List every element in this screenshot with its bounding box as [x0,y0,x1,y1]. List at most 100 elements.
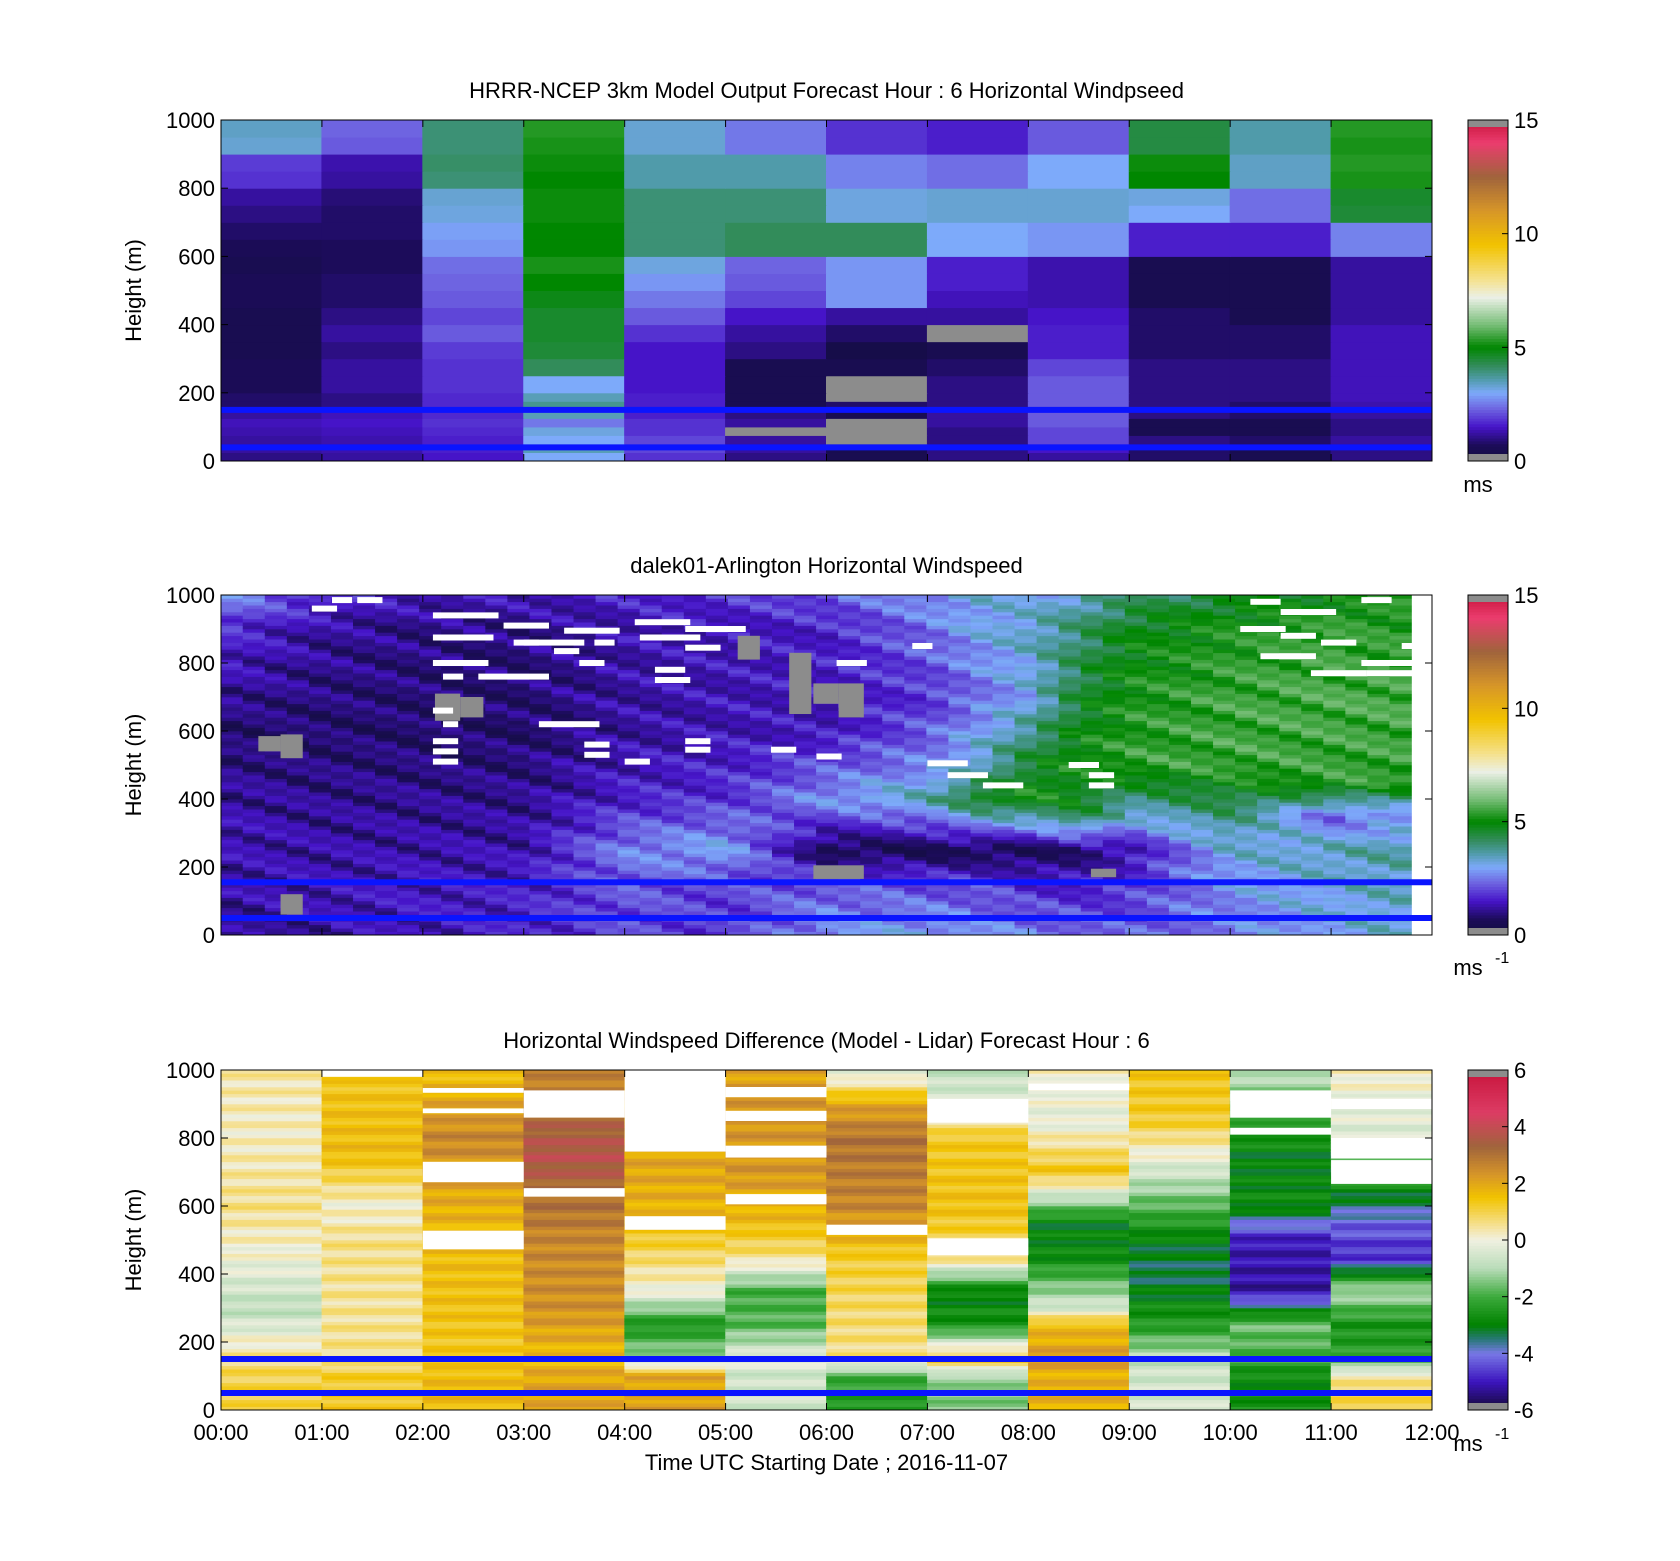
heatmap-cell [970,924,994,929]
heatmap-cell [353,832,376,837]
heatmap-cell [1229,255,1332,274]
heatmap-cell [1058,683,1082,688]
heatmap-cell [860,808,883,813]
heatmap-cell [221,853,244,858]
heatmap-cell [330,836,354,841]
heatmap-cell [948,921,972,926]
heatmap-cell [948,747,972,752]
heatmap-cell [221,255,323,274]
heatmap-cell [661,774,685,779]
heatmap-cell [794,863,817,868]
heatmap-cell [772,900,795,905]
heatmap-cell [904,659,927,664]
heatmap-cell [816,795,839,800]
heatmap-cell [860,747,883,752]
heatmap-cell [904,747,927,752]
heatmap-cell [419,655,442,660]
heatmap-cell [1168,710,1192,715]
heatmap-cell [1124,679,1148,684]
heatmap-cell [1128,136,1231,155]
heatmap-cell [1027,392,1130,402]
heatmap-cell [595,808,619,813]
heatmap-cell [1124,829,1148,834]
heatmap-cell [1190,764,1214,769]
heatmap-cell [441,642,464,647]
heatmap-cell [926,706,950,711]
heatmap-cell [595,655,619,660]
heatmap-cell [485,740,508,745]
heatmap-cell [1168,836,1192,841]
heatmap-cell [639,693,663,698]
heatmap-cell [286,781,310,786]
heatmap-cell [419,659,442,664]
heatmap-cell [749,764,773,769]
heatmap-cell [794,846,817,851]
heatmap-cell [221,859,244,864]
heatmap-cell [838,744,861,749]
heatmap-cell [727,815,751,820]
heatmap-cell [330,910,354,915]
heatmap-cell [221,805,244,810]
heatmap-cell [221,829,244,834]
heatmap-cell [321,451,424,461]
heatmap-cell [330,754,354,759]
heatmap-cell [1036,601,1060,606]
heatmap-cell [749,927,773,932]
heatmap-cell [1330,170,1432,189]
colorbar-swatch [1468,239,1508,243]
heatmap-cell [221,645,244,650]
heatmap-cell [507,645,531,650]
heatmap-cell [242,723,266,728]
heatmap-cell [308,829,332,834]
heatmap-cell [1036,669,1060,674]
heatmap-cell [1080,921,1104,926]
heatmap-cell [330,931,354,935]
heatmap-cell [485,723,508,728]
heatmap-cell [926,358,1029,377]
heatmap-cell [551,808,575,813]
heatmap-cell [573,761,597,766]
heatmap-cell [1190,645,1214,650]
heatmap-cell [551,768,575,773]
heatmap-cell [772,859,795,864]
heatmap-cell [551,757,575,762]
heatmap-cell [330,679,354,684]
heatmap-cell [286,829,310,834]
heatmap-cell [1146,696,1170,701]
heatmap-cell [286,730,310,735]
heatmap-cell [683,649,707,654]
heatmap-cell [551,595,575,599]
heatmap-cell [992,638,1016,643]
heatmap-cell [1124,815,1148,820]
heatmap-cell [353,812,376,817]
heatmap-cell [1058,669,1082,674]
heatmap-cell [882,635,905,640]
heatmap-cell [221,703,244,708]
heatmap-cell [705,805,729,810]
heatmap-cell [970,829,994,834]
heatmap-cell [749,723,773,728]
heatmap-cell [353,893,376,898]
heatmap-cell [485,713,508,718]
heatmap-cell [639,842,663,847]
heatmap-cell [926,618,950,623]
heatmap-cell [1124,713,1148,718]
heatmap-cell [397,747,420,752]
heatmap-cell [749,706,773,711]
heatmap-cell [308,757,332,762]
heatmap-cell [397,645,420,650]
heatmap-cell [1168,795,1192,800]
heatmap-cell [1014,700,1038,705]
heatmap-cell [595,689,619,694]
heatmap-cell [624,324,727,343]
heatmap-cell [1190,924,1214,929]
heatmap-cell [639,601,663,606]
heatmap-cell [485,859,508,864]
heatmap-cell [1190,757,1214,762]
heatmap-cell [330,863,354,868]
heatmap-cell [1036,659,1060,664]
heatmap-cell [1027,451,1130,461]
heatmap-cell [683,717,707,722]
heatmap-cell [321,120,424,138]
heatmap-cell [617,635,641,640]
